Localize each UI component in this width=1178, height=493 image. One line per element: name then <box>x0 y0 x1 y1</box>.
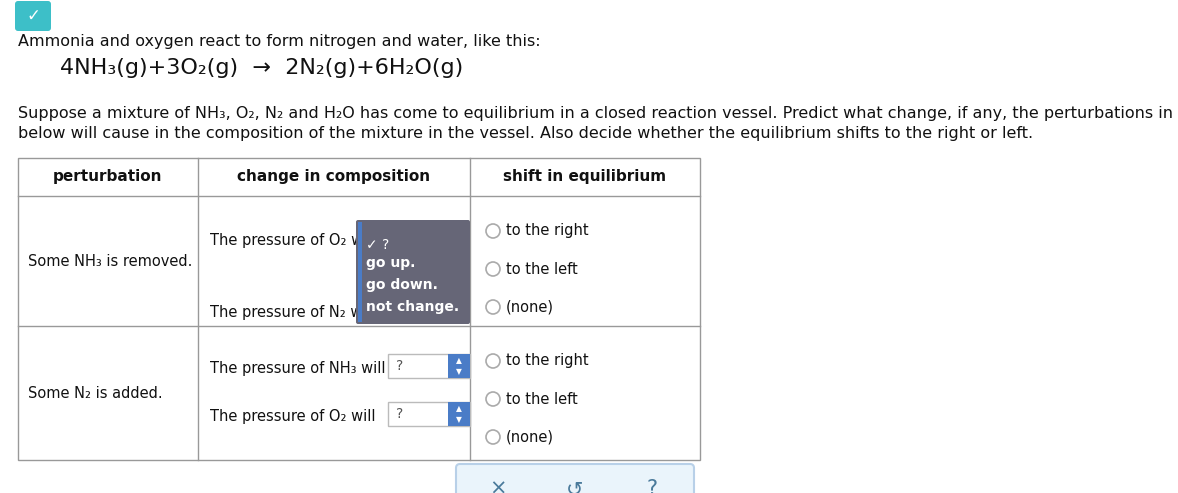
FancyBboxPatch shape <box>388 402 470 426</box>
Text: go down.: go down. <box>366 278 438 292</box>
Text: change in composition: change in composition <box>238 170 431 184</box>
Text: to the right: to the right <box>507 353 589 368</box>
Text: ↺: ↺ <box>567 479 584 493</box>
Text: perturbation: perturbation <box>53 170 163 184</box>
Circle shape <box>487 430 499 444</box>
Text: ?: ? <box>647 479 657 493</box>
FancyBboxPatch shape <box>456 464 694 493</box>
Bar <box>448 402 470 426</box>
Text: ?: ? <box>396 359 403 373</box>
FancyBboxPatch shape <box>388 354 470 378</box>
Bar <box>358 222 362 322</box>
Text: go up.: go up. <box>366 256 416 270</box>
Text: shift in equilibrium: shift in equilibrium <box>503 170 667 184</box>
Text: ✓ ?: ✓ ? <box>366 238 389 252</box>
Bar <box>448 354 470 378</box>
Text: Some N₂ is added.: Some N₂ is added. <box>28 386 163 400</box>
Text: ?: ? <box>396 407 403 421</box>
Circle shape <box>487 354 499 368</box>
Circle shape <box>487 224 499 238</box>
Text: ×: × <box>489 479 507 493</box>
Text: ▲
▼: ▲ ▼ <box>456 404 462 423</box>
Circle shape <box>487 392 499 406</box>
Text: Suppose a mixture of NH₃, O₂, N₂ and H₂O has come to equilibrium in a closed rea: Suppose a mixture of NH₃, O₂, N₂ and H₂O… <box>18 106 1178 121</box>
Text: not change.: not change. <box>366 300 459 314</box>
Text: (none): (none) <box>507 300 554 315</box>
Text: 4NH₃(g)+3O₂(g)  →  2N₂(g)+6H₂O(g): 4NH₃(g)+3O₂(g) → 2N₂(g)+6H₂O(g) <box>60 58 463 78</box>
Text: to the right: to the right <box>507 223 589 239</box>
Text: ▲
▼: ▲ ▼ <box>456 356 462 376</box>
Circle shape <box>487 300 499 314</box>
Text: The pressure of O₂ will: The pressure of O₂ will <box>210 409 376 423</box>
Text: below will cause in the composition of the mixture in the vessel. Also decide wh: below will cause in the composition of t… <box>18 126 1033 141</box>
Bar <box>18 158 700 460</box>
Text: The pressure of N₂ will: The pressure of N₂ will <box>210 305 375 319</box>
Text: Ammonia and oxygen react to form nitrogen and water, like this:: Ammonia and oxygen react to form nitroge… <box>18 34 541 49</box>
FancyBboxPatch shape <box>15 1 51 31</box>
Text: ✓: ✓ <box>26 7 40 25</box>
Text: to the left: to the left <box>507 391 577 407</box>
Text: (none): (none) <box>507 429 554 445</box>
Circle shape <box>487 262 499 276</box>
FancyBboxPatch shape <box>356 220 470 324</box>
Text: Some NH₃ is removed.: Some NH₃ is removed. <box>28 253 192 269</box>
Text: The pressure of O₂ will: The pressure of O₂ will <box>210 233 376 247</box>
Text: to the left: to the left <box>507 261 577 277</box>
Text: The pressure of NH₃ will: The pressure of NH₃ will <box>210 360 385 376</box>
